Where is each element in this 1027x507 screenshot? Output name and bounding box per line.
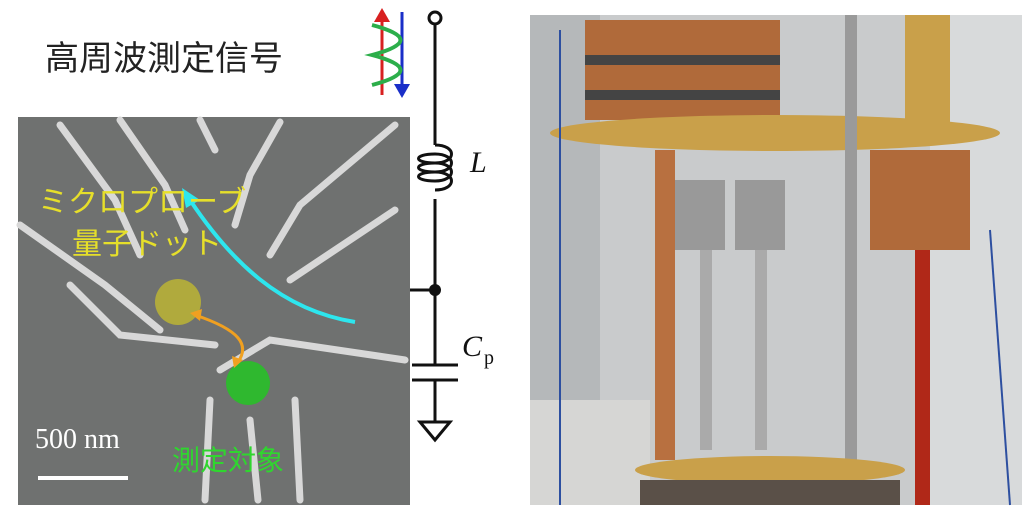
scale-bar-label: 500 nm	[35, 424, 120, 455]
node	[429, 284, 441, 296]
target-label: 測定対象	[172, 444, 284, 477]
sem-image	[16, 116, 410, 505]
probe-label: ミクロプローブ	[38, 185, 246, 220]
probe-label: 量子ドット	[72, 227, 222, 262]
signal-icon	[364, 8, 410, 98]
circuit	[370, 10, 458, 443]
capacitor-label: C	[462, 330, 483, 363]
inductor-label: L	[469, 146, 487, 179]
title: 高周波測定信号	[45, 39, 283, 79]
photo	[530, 15, 1022, 506]
capacitor-subscript: p	[484, 347, 494, 369]
